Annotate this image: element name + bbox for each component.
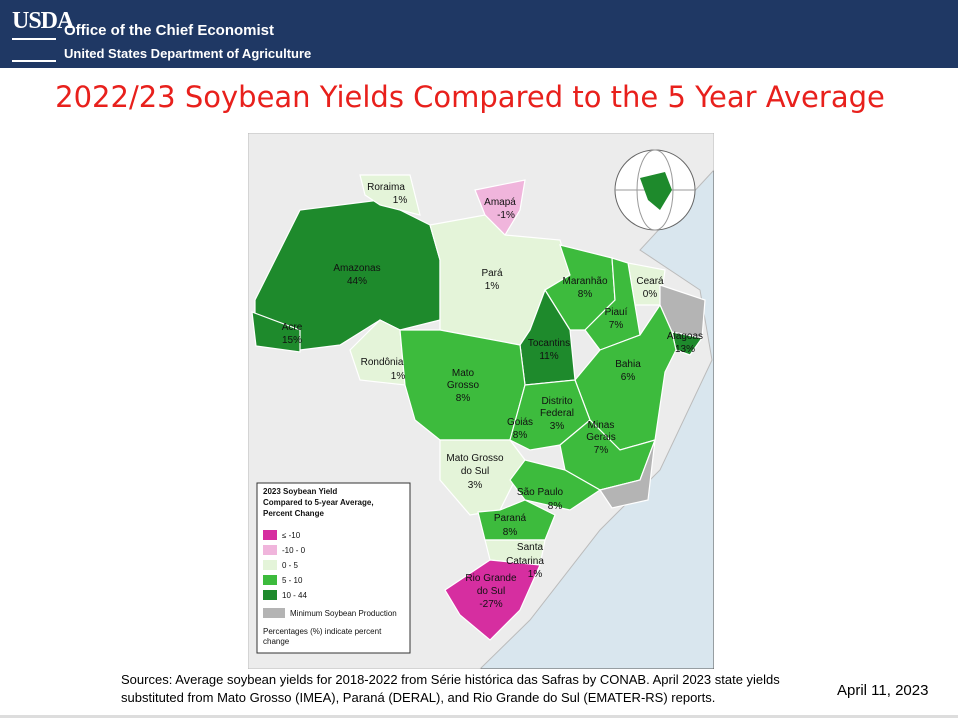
state-label: Minas Gerais 7%: [586, 420, 615, 456]
title: 2022/23 Soybean Yields Compared to the 5…: [55, 80, 885, 114]
state-label: Pará 1%: [481, 268, 503, 292]
legend-label: 10 - 44: [282, 591, 307, 600]
state-label: Acre 15%: [282, 322, 303, 346]
state-label: Alagoas 13%: [667, 331, 703, 355]
header: USDA Office of the Chief Economist Unite…: [0, 0, 958, 68]
legend-box: [256, 482, 411, 654]
sources: Sources: Average soybean yields for 2018…: [121, 671, 780, 707]
state-min-production-se: [599, 439, 656, 509]
state-label: Amazonas 44%: [333, 263, 380, 287]
state-label: Rondônia 1%: [361, 357, 406, 382]
legend-label: Minimum Soybean Production: [290, 609, 397, 618]
legend-swatch: [263, 575, 277, 585]
globe-brazil: [640, 172, 672, 210]
states: Roraima 1% Amapá -1% Amazonas 44% Acre 15% P…: [251, 174, 706, 641]
legend: 2023 Soybean Yield Compared to 5-year Ave…: [256, 482, 411, 654]
office-name: Office of the Chief Economist: [64, 22, 275, 39]
legend-swatch: [263, 530, 277, 540]
state-rio-grande-do-sul: [444, 559, 541, 641]
legend-label: 5 - 10: [282, 576, 303, 585]
state-label: Piauí 7%: [605, 307, 628, 331]
state-label: São Paulo 8%: [517, 487, 564, 512]
legend-label: -10 - 0: [282, 546, 306, 555]
legend-label: 0 - 5: [282, 561, 299, 570]
state-label: Paraná 8%: [494, 513, 527, 538]
state-acre: [251, 311, 301, 353]
state-label: Amapá -1%: [484, 197, 516, 221]
legend-swatch: [263, 545, 277, 555]
state-label: Roraima 1%: [367, 182, 407, 206]
logo: USDA: [12, 8, 74, 34]
state-label: Ceará 0%: [636, 276, 664, 300]
logo-stripes: [12, 38, 56, 62]
state-label: Bahia 6%: [615, 359, 641, 383]
state-label: Rio Grande do Sul -27%: [465, 573, 517, 610]
state-label: Santa Catarina 1%: [506, 542, 544, 580]
state-label: Mato Grosso 8%: [447, 368, 480, 404]
legend-swatch: [263, 608, 285, 618]
state-label: Tocantins 11%: [528, 338, 570, 362]
state-label: Mato Grosso do Sul 3%: [446, 453, 504, 491]
legend-swatch: [263, 590, 277, 600]
legend-swatch: [263, 560, 277, 570]
footer-rule: [0, 715, 958, 718]
legend-title: 2023 Soybean Yield Compared to 5-year Ave…: [263, 487, 374, 518]
state-amapa: [474, 179, 526, 236]
date: April 11, 2023: [837, 682, 929, 699]
state-label: Distrito Federal 3%: [540, 396, 574, 432]
globe: [614, 149, 696, 231]
legend-label: ≤ -10: [282, 531, 301, 540]
sources-line: substituted from Mato Grosso (IMEA), Par…: [121, 690, 716, 705]
sources-line: Sources: Average soybean yields for 2018…: [121, 672, 780, 687]
map: Roraima 1% Amapá -1% Amazonas 44% Acre 15% P…: [248, 133, 714, 669]
state-label: Goiás 8%: [507, 417, 533, 441]
department-name: United States Department of Agriculture: [64, 46, 312, 61]
state-roraima: [359, 174, 421, 216]
state-sao-paulo: [509, 459, 602, 511]
state-label: Maranhão 8%: [562, 276, 607, 300]
legend-note: Percentages (%) indicate percent change: [263, 627, 382, 646]
